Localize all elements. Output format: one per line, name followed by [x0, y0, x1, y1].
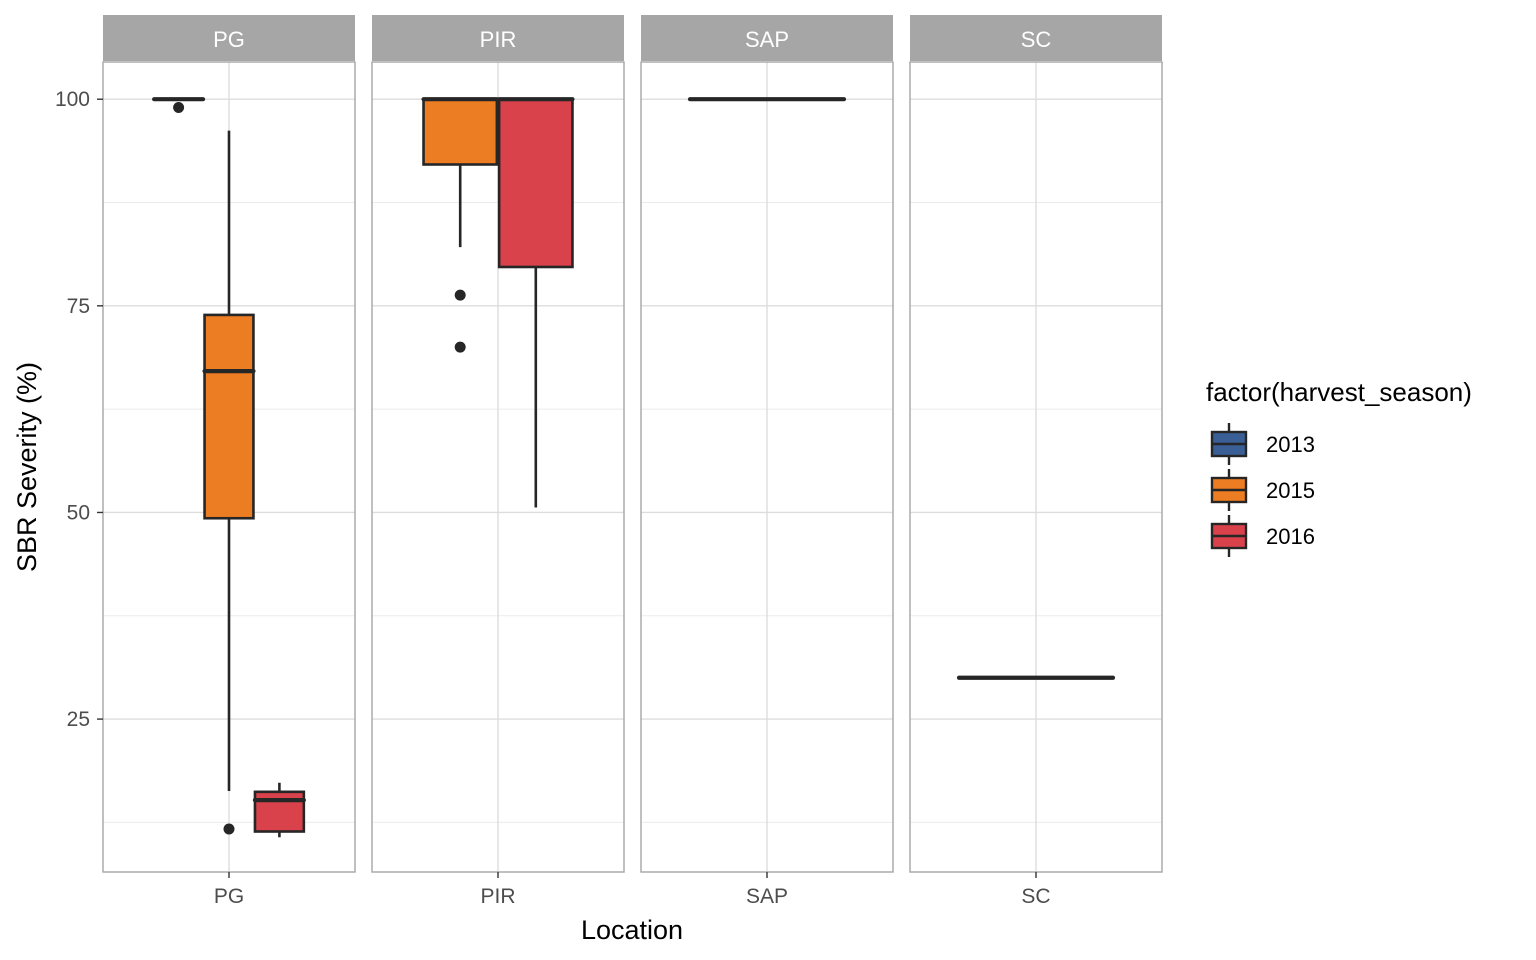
- facet-panel-sap: SAP SAP: [640, 15, 894, 908]
- facet-strip: [103, 15, 355, 61]
- facet-strip-label: SC: [1021, 27, 1052, 52]
- outlier-point: [223, 823, 235, 835]
- legend-title: factor(harvest_season): [1206, 377, 1472, 407]
- facet-strip: [910, 15, 1162, 61]
- legend-label: 2013: [1266, 432, 1315, 457]
- y-axis-title: SBR Severity (%): [12, 362, 42, 572]
- facet-strip-label: SAP: [745, 27, 789, 52]
- facet-strip-label: PIR: [480, 27, 517, 52]
- legend-key-2013: 2013: [1210, 423, 1315, 465]
- y-tick-label: 75: [67, 295, 90, 318]
- box-body: [203, 313, 255, 520]
- facet-strip: [641, 15, 893, 61]
- outlier-point: [173, 101, 185, 113]
- legend-key-2015: 2015: [1210, 469, 1315, 511]
- x-axis-title: Location: [581, 915, 683, 945]
- y-tick-label: 25: [67, 708, 90, 731]
- facet-panel-sc: SC SC: [909, 15, 1163, 908]
- box-body: [253, 790, 306, 833]
- legend: factor(harvest_season) 2013 2015 2016: [1206, 377, 1472, 557]
- box-pir-2015: [421, 97, 499, 353]
- legend-key-2016: 2016: [1210, 515, 1315, 557]
- x-tick-label: SC: [1021, 885, 1050, 908]
- x-tick-label: PIR: [480, 885, 515, 908]
- facet-strip: [372, 15, 624, 61]
- box-pg-2013: [152, 97, 206, 113]
- outlier-point: [454, 289, 466, 301]
- box-pir-2016: [497, 97, 575, 508]
- y-tick-label: 100: [55, 88, 90, 111]
- y-axis: 25 50 75 100: [55, 88, 103, 731]
- box-body: [422, 97, 499, 166]
- outlier-point: [454, 341, 466, 353]
- box-body: [497, 97, 574, 269]
- y-tick-label: 50: [67, 501, 90, 524]
- facet-panel-pir: PIR PIR: [371, 15, 625, 908]
- legend-label: 2016: [1266, 524, 1315, 549]
- box-pg-2016: [252, 782, 306, 838]
- x-tick-label: PG: [214, 885, 244, 908]
- legend-label: 2015: [1266, 478, 1315, 503]
- facet-strip-label: PG: [213, 27, 245, 52]
- box-pg-2015: [202, 130, 256, 835]
- facet-panels: PG PG PIR PIR SAP SAP SC SC: [102, 15, 1163, 908]
- x-tick-label: SAP: [746, 885, 788, 908]
- facet-panel-pg: PG PG: [102, 15, 356, 908]
